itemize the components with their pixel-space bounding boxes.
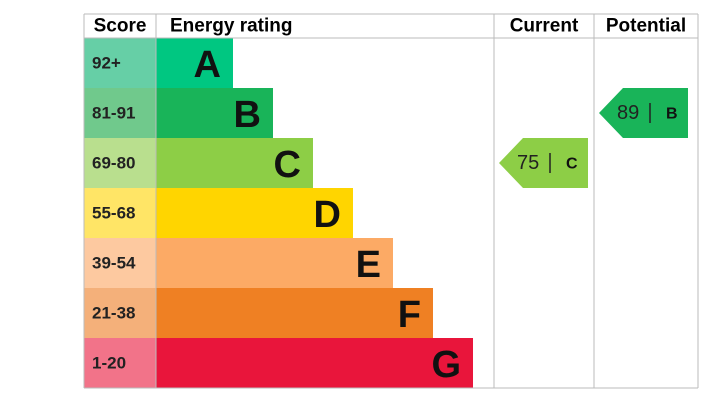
- header-rating: Energy rating: [170, 16, 292, 37]
- score-cell: [84, 88, 156, 138]
- rating-bar: [156, 288, 433, 338]
- rating-letter: D: [314, 194, 341, 236]
- score-cell: [84, 238, 156, 288]
- potential-arrow: [599, 88, 688, 138]
- rating-bar: [156, 38, 233, 88]
- score-cell: [84, 38, 156, 88]
- potential-letter: B: [666, 106, 678, 123]
- rating-letter: F: [398, 294, 421, 336]
- rating-letter: E: [356, 244, 381, 286]
- current-value: 75: [517, 152, 539, 174]
- score-cell: [84, 138, 156, 188]
- rating-bar: [156, 138, 313, 188]
- score-label: 1-20: [92, 354, 126, 373]
- score-cell: [84, 288, 156, 338]
- rating-bar: [156, 238, 393, 288]
- current-arrow: [499, 138, 588, 188]
- rating-bar: [156, 88, 273, 138]
- rating-letter: A: [194, 44, 221, 86]
- score-label: 81-91: [92, 104, 135, 123]
- rating-bar: [156, 338, 473, 388]
- score-cell: [84, 338, 156, 388]
- rating-letter: C: [274, 144, 301, 186]
- score-label: 69-80: [92, 154, 135, 173]
- score-label: 21-38: [92, 304, 135, 323]
- rating-bar: [156, 188, 353, 238]
- score-cell: [84, 188, 156, 238]
- score-label: 39-54: [92, 254, 136, 273]
- current-letter: C: [566, 156, 578, 173]
- header-current: Current: [510, 16, 579, 37]
- header-potential: Potential: [606, 16, 686, 37]
- header-score: Score: [94, 16, 147, 37]
- score-label: 55-68: [92, 204, 135, 223]
- score-label: 92+: [92, 54, 121, 73]
- rating-letter: B: [234, 94, 261, 136]
- rating-letter: G: [431, 344, 461, 386]
- potential-value: 89: [617, 102, 639, 124]
